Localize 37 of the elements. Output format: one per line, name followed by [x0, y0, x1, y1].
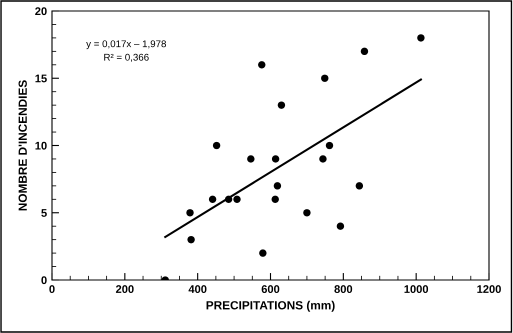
x-tick-label: 0 [49, 285, 55, 294]
x-axis-title: PRECIPITATIONS (mm) [206, 300, 335, 312]
point [272, 196, 279, 203]
point [224, 196, 232, 203]
y-tick-label: 15 [35, 74, 47, 82]
point [274, 182, 282, 190]
y-axis-title: NOMBRE D'INCENDIES [18, 80, 27, 210]
point [259, 249, 267, 257]
y-tick-label: 0 [41, 276, 47, 284]
x-tick-label: 800 [334, 285, 352, 294]
point [303, 209, 311, 216]
annotation: R² = 0,366 [104, 54, 149, 62]
x-tick-label: 200 [116, 285, 134, 294]
point [258, 61, 266, 68]
point [278, 101, 286, 109]
x-tick-label: 400 [188, 285, 206, 294]
point [272, 155, 280, 163]
y-tick-label: 20 [35, 7, 47, 16]
x-tick-label: 600 [262, 285, 280, 294]
point [336, 222, 344, 230]
point [187, 236, 195, 244]
point [186, 209, 194, 216]
y-tick-label: 10 [35, 142, 47, 150]
point [326, 142, 334, 150]
point [321, 74, 328, 82]
point [208, 196, 216, 203]
point [360, 48, 368, 56]
point [212, 142, 220, 150]
y-tick-label: 5 [41, 209, 47, 217]
point [247, 155, 255, 163]
point [233, 196, 241, 203]
point [417, 34, 425, 42]
x-tick-label: 1200 [477, 285, 501, 294]
x-tick-label: 1000 [404, 285, 428, 294]
annotation: y = 0,017x – 1,978 [86, 40, 166, 50]
point [356, 182, 364, 190]
point [319, 155, 327, 163]
